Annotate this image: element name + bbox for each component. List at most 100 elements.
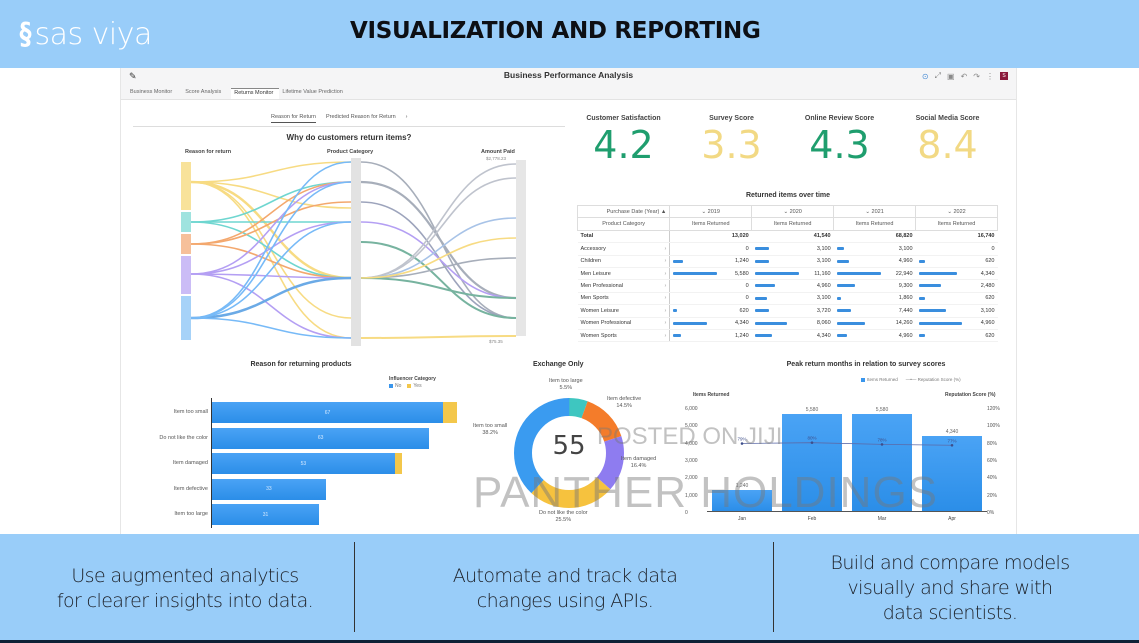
y-tick: 40% bbox=[987, 475, 998, 482]
y-tick: 4,000 bbox=[685, 440, 698, 447]
kpi-survey-score[interactable]: Survey Score 3.3 bbox=[679, 115, 784, 164]
tab-returns-monitor[interactable]: Returns Monitor bbox=[231, 88, 280, 99]
bar-apr[interactable] bbox=[922, 435, 982, 511]
cell-items-returned: 3,100 bbox=[833, 242, 916, 256]
sankey-axis-category: Product Category bbox=[327, 149, 374, 155]
expand-chevron-icon[interactable]: › bbox=[661, 304, 671, 318]
bar-segment-yes[interactable] bbox=[443, 402, 457, 423]
cell-items-returned: 620 bbox=[915, 255, 998, 268]
expand-chevron-icon[interactable]: › bbox=[661, 267, 671, 281]
line-point[interactable] bbox=[880, 443, 884, 446]
user-avatar[interactable]: S bbox=[1000, 72, 1008, 80]
bar-segment-no[interactable]: 67 bbox=[212, 402, 444, 423]
tab-score-analysis[interactable]: Score Analysis bbox=[185, 89, 222, 95]
donut-label-color: Do not like the color 25.5% bbox=[539, 510, 588, 523]
bar-segment-no[interactable]: 53 bbox=[212, 453, 395, 474]
expand-chevron-icon[interactable]: › bbox=[661, 292, 671, 306]
table-row[interactable]: Men Professional › 0 4,960 9,300 2,480 bbox=[577, 279, 998, 293]
year-header[interactable]: ⌄ 2020 bbox=[751, 204, 835, 219]
amount-max: $2,778.23 bbox=[486, 156, 507, 161]
bar-segment-no[interactable]: 31 bbox=[212, 504, 319, 525]
expand-chevron-icon[interactable]: › bbox=[661, 255, 671, 268]
share-icon[interactable]: ▣ bbox=[947, 71, 955, 81]
x-tick: Mar bbox=[877, 516, 887, 522]
line-point[interactable] bbox=[950, 443, 954, 447]
svg-text:78%: 78% bbox=[877, 437, 886, 442]
reputation-score-line[interactable]: 79% 80% 78% 77% bbox=[707, 408, 987, 512]
bar-segment-no[interactable]: 63 bbox=[212, 427, 430, 449]
more-options-icon[interactable]: ⋮ bbox=[986, 71, 994, 81]
bar-item-too-large[interactable]: 31 bbox=[212, 504, 319, 525]
line-point[interactable] bbox=[740, 442, 744, 445]
kpi-customer-satisfaction[interactable]: Customer Satisfaction 4.2 bbox=[571, 115, 676, 164]
x-tick: Jan bbox=[737, 516, 747, 522]
inline-bar bbox=[918, 259, 925, 263]
legend-item-no[interactable]: No bbox=[389, 383, 401, 389]
donut-segment[interactable] bbox=[514, 398, 624, 508]
table-row[interactable]: Women Professional › 4,340 8,060 14,260 4,960 bbox=[577, 317, 998, 330]
undo-icon[interactable]: ↶ bbox=[960, 71, 968, 81]
year-header[interactable]: ⌄ 2022 bbox=[915, 204, 998, 219]
table-row[interactable]: Children › 1,240 3,100 4,960 620 bbox=[577, 255, 998, 268]
expand-chevron-icon[interactable]: › bbox=[661, 279, 671, 293]
bar-mar[interactable] bbox=[852, 414, 912, 511]
expand-chevron-icon[interactable]: › bbox=[661, 242, 671, 256]
bar-feb[interactable] bbox=[782, 414, 842, 511]
bar-do-not-like-the-color[interactable]: 63 bbox=[212, 427, 430, 449]
node-item-to bbox=[181, 234, 191, 254]
donut-segment[interactable] bbox=[514, 398, 624, 508]
product-category-header[interactable]: Product Category bbox=[576, 217, 671, 231]
cell-items-returned: 7,440 bbox=[833, 304, 916, 318]
subtab-predicted-reason[interactable]: Predicted Reason for Return bbox=[325, 114, 396, 120]
table-row[interactable]: Women Sports › 1,240 4,340 4,960 620 bbox=[577, 329, 998, 343]
redo-icon[interactable]: ↷ bbox=[973, 71, 980, 81]
bar-jan[interactable] bbox=[712, 489, 772, 511]
sankey-diagram[interactable] bbox=[161, 158, 561, 348]
legend-items-returned[interactable]: Items Returned bbox=[861, 377, 898, 382]
table-row[interactable]: Men Sports › 0 3,100 1,860 620 bbox=[577, 292, 998, 306]
bar-item-damaged[interactable]: 53 bbox=[212, 453, 402, 474]
donut-label-damaged: Item damaged 16.4% bbox=[621, 456, 657, 469]
donut-segment[interactable] bbox=[514, 398, 624, 508]
y-tick: 3,000 bbox=[685, 458, 698, 464]
table-row[interactable]: Total 13,020 41,540 68,820 16,740 bbox=[577, 230, 998, 244]
legend-item-yes[interactable]: Yes bbox=[407, 383, 422, 389]
expand-icon[interactable]: ⤢ bbox=[934, 71, 942, 80]
help-icon[interactable]: ⊙ bbox=[921, 71, 929, 81]
tab-business-monitor[interactable]: Business Monitor bbox=[130, 89, 173, 95]
legend-reputation-score[interactable]: —•— Reputation Score (%) bbox=[905, 377, 961, 382]
bar-item-defective[interactable]: 33 bbox=[212, 478, 326, 500]
expand-chevron-icon[interactable]: › bbox=[661, 317, 671, 330]
kpi-social-media-score[interactable]: Social Media Score 8.4 bbox=[895, 115, 1000, 164]
subtab-reason-for-return[interactable]: Reason for Return bbox=[271, 114, 316, 123]
bar-value-label: 1,240 bbox=[735, 482, 749, 489]
subtab-next-arrow[interactable]: › bbox=[405, 114, 408, 120]
cell-items-returned: 41,540 bbox=[751, 230, 834, 244]
inline-bar bbox=[754, 284, 775, 288]
node-amount-axis bbox=[516, 160, 526, 336]
exchange-donut-chart[interactable] bbox=[509, 393, 629, 513]
cell-items-returned: 4,960 bbox=[833, 329, 916, 343]
combo-bar-chart[interactable]: 1,240 5,580 5,580 4,340 bbox=[707, 407, 987, 512]
tab-lifetime-value-prediction[interactable]: Lifetime Value Prediction bbox=[282, 89, 343, 95]
purchase-date-header[interactable]: Purchase Date (Year) ▲ bbox=[576, 204, 671, 219]
kpi-online-review-score[interactable]: Online Review Score 4.3 bbox=[787, 115, 892, 164]
table-row[interactable]: Men Leisure › 5,580 11,160 22,940 4,340 bbox=[577, 267, 998, 281]
line-point[interactable] bbox=[810, 441, 814, 444]
edit-pencil-icon[interactable]: ✎ bbox=[129, 71, 137, 81]
inline-bar bbox=[918, 333, 925, 337]
table-row[interactable]: Accessory › 0 3,100 3,100 0 bbox=[577, 242, 998, 256]
cell-items-returned: 14,260 bbox=[833, 317, 916, 330]
y-tick: 5,000 bbox=[685, 423, 698, 430]
bar-item-too-small[interactable]: 67 bbox=[212, 402, 457, 423]
expand-chevron-icon[interactable]: › bbox=[661, 329, 671, 343]
reasons-bar-chart[interactable]: 67 Item too small 63 Do not like the color 5… bbox=[159, 398, 461, 528]
row-category: Men Professional bbox=[577, 279, 662, 293]
bar-segment-no[interactable]: 33 bbox=[212, 478, 326, 500]
table-row[interactable]: Women Leisure › 620 3,720 7,440 3,100 bbox=[577, 304, 998, 318]
donut-label-too-small: Item too small 38.2% bbox=[473, 423, 508, 436]
year-header[interactable]: ⌄ 2021 bbox=[833, 204, 917, 219]
year-header[interactable]: ⌄ 2019 bbox=[669, 204, 753, 219]
bar-segment-yes[interactable] bbox=[394, 453, 402, 474]
returned-items-crosstab[interactable]: Purchase Date (Year) ▲ ⌄ 2019 ⌄ 2020 ⌄ 2… bbox=[576, 204, 998, 343]
